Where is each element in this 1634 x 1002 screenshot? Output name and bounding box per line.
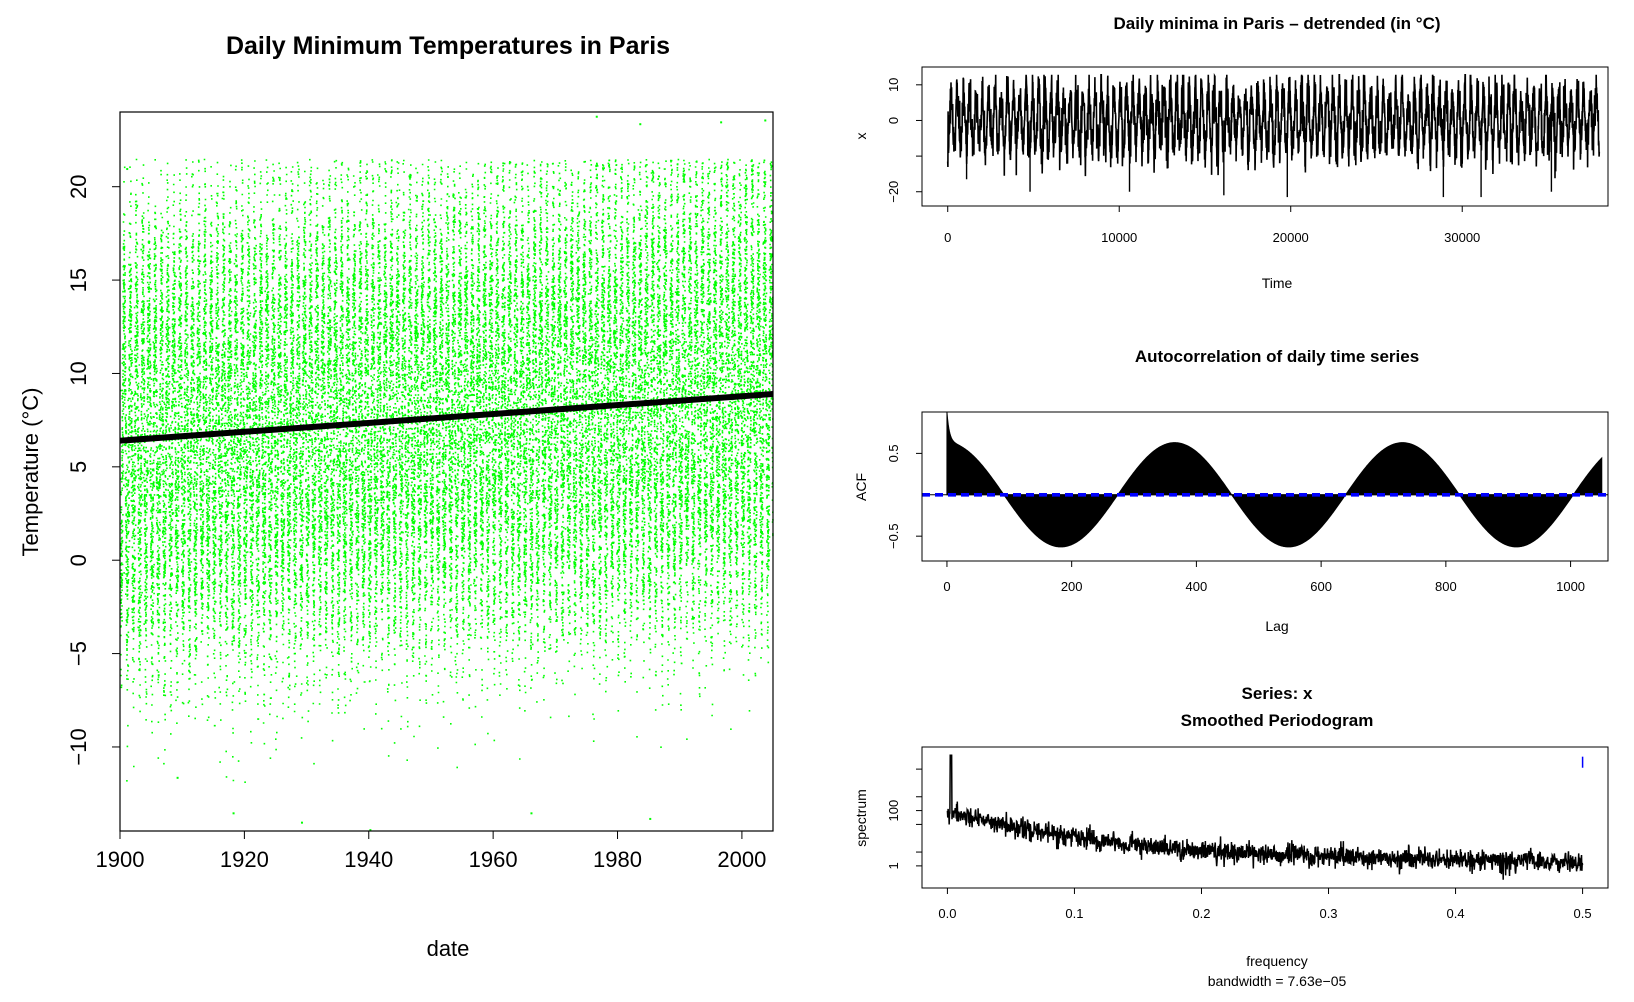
spectrum-line — [946, 754, 1584, 880]
x-tick-label: 1000 — [1556, 579, 1585, 594]
x-tick-label: 800 — [1435, 579, 1457, 594]
y-tick-label: 100 — [886, 800, 901, 822]
x-tick-label: 30000 — [1444, 230, 1480, 245]
extreme-point — [530, 812, 533, 815]
x-tick-label: 1900 — [96, 847, 145, 872]
acf-y-axis: −0.5 0.5 — [886, 444, 922, 549]
x-tick-label: 200 — [1061, 579, 1083, 594]
y-tick-label: 10 — [66, 361, 91, 385]
y-tick-label: 0 — [66, 554, 91, 566]
detrended-plot-box — [921, 66, 1609, 207]
extreme-point — [232, 812, 235, 815]
y-tick-label: 15 — [66, 268, 91, 292]
spectrum-chart: Series: x Smoothed Periodogram 0.0 0.1 0.2… — [853, 684, 1609, 989]
spectrum-chart-subtitle: Smoothed Periodogram — [1181, 711, 1374, 730]
acf-x-axis: 0 200 400 600 800 1000 — [943, 561, 1585, 594]
x-tick-label: 0.1 — [1065, 906, 1083, 921]
main-y-label: Temperature (°C) — [18, 388, 43, 557]
y-tick-label: −20 — [886, 181, 901, 203]
extreme-point — [764, 119, 767, 122]
x-tick-label: 1980 — [593, 847, 642, 872]
detrended-x-axis: 0 10000 20000 30000 — [944, 206, 1480, 245]
main-y-axis: −10 −5 0 5 10 15 20 — [66, 174, 120, 766]
spectrum-series-line — [946, 754, 1584, 880]
extreme-point — [649, 817, 652, 820]
x-tick-label: 600 — [1310, 579, 1332, 594]
main-x-label: date — [427, 936, 470, 961]
detrended-line — [946, 72, 1601, 179]
spectrum-y-label: spectrum — [853, 789, 869, 847]
x-tick-label: 0.2 — [1192, 906, 1210, 921]
detrended-y-axis: −20 0 10 — [886, 78, 922, 203]
acf-area — [946, 411, 1603, 548]
x-tick-label: 0 — [944, 230, 951, 245]
main-chart-title: Daily Minimum Temperatures in Paris — [226, 32, 670, 60]
y-tick-label: 1 — [886, 862, 901, 869]
detrended-y-label: x — [853, 133, 869, 140]
main-plot-box — [119, 111, 774, 832]
x-tick-label: 2000 — [717, 847, 766, 872]
x-tick-label: 10000 — [1101, 230, 1137, 245]
spectrum-chart-title: Series: x — [1242, 684, 1313, 703]
y-tick-label: 5 — [66, 461, 91, 473]
acf-chart-title: Autocorrelation of daily time series — [1135, 347, 1419, 366]
spectrum-bandwidth-label: bandwidth = 7.63e−05 — [1208, 973, 1347, 989]
main-scatter-points — [120, 115, 774, 832]
x-tick-label: 1940 — [344, 847, 393, 872]
y-tick-label: 0.5 — [886, 444, 901, 462]
detrended-chart: Daily minima in Paris – detrended (in °C… — [853, 14, 1609, 291]
detrended-x-label: Time — [1262, 275, 1293, 291]
y-tick-label: −0.5 — [886, 523, 901, 549]
spectrum-plot-box — [921, 746, 1609, 889]
spectrum-x-axis: 0.0 0.1 0.2 0.3 0.4 0.5 — [938, 888, 1592, 921]
extreme-point — [126, 168, 129, 171]
x-tick-label: 400 — [1186, 579, 1208, 594]
x-tick-label: 1960 — [469, 847, 518, 872]
acf-y-label: ACF — [853, 473, 869, 501]
y-tick-label: −10 — [66, 728, 91, 765]
y-tick-label: 0 — [886, 117, 901, 124]
y-tick-label: 20 — [66, 174, 91, 198]
spectrum-x-label: frequency — [1246, 953, 1307, 969]
x-tick-label: 20000 — [1273, 230, 1309, 245]
x-tick-label: 0.4 — [1447, 906, 1465, 921]
extreme-point — [176, 776, 179, 779]
y-tick-label: −5 — [66, 641, 91, 666]
detrended-chart-title: Daily minima in Paris – detrended (in °C… — [1113, 14, 1440, 33]
x-tick-label: 0.3 — [1319, 906, 1337, 921]
spectrum-y-axis: 1 100 — [886, 768, 922, 869]
acf-x-label: Lag — [1265, 618, 1288, 634]
extreme-point — [720, 121, 723, 124]
main-x-axis: 1900 1920 1940 1960 1980 2000 — [96, 831, 766, 872]
acf-chart: Autocorrelation of daily time series 0 20… — [853, 347, 1609, 634]
extreme-point — [300, 821, 303, 824]
x-tick-label: 1920 — [220, 847, 269, 872]
extreme-point — [639, 123, 642, 126]
x-tick-label: 0.0 — [938, 906, 956, 921]
scatter-points-path — [120, 158, 774, 783]
x-tick-label: 0.5 — [1574, 906, 1592, 921]
acf-bars — [922, 411, 1608, 548]
detrended-series-line — [946, 72, 1601, 198]
extreme-point — [369, 829, 372, 832]
main-trend-line — [119, 391, 774, 444]
y-tick-label: 10 — [886, 78, 901, 92]
extreme-point — [595, 115, 598, 118]
acf-plot-box — [921, 411, 1609, 562]
main-chart: Daily Minimum Temperatures in Paris 1900… — [18, 32, 774, 961]
x-tick-label: 0 — [943, 579, 950, 594]
